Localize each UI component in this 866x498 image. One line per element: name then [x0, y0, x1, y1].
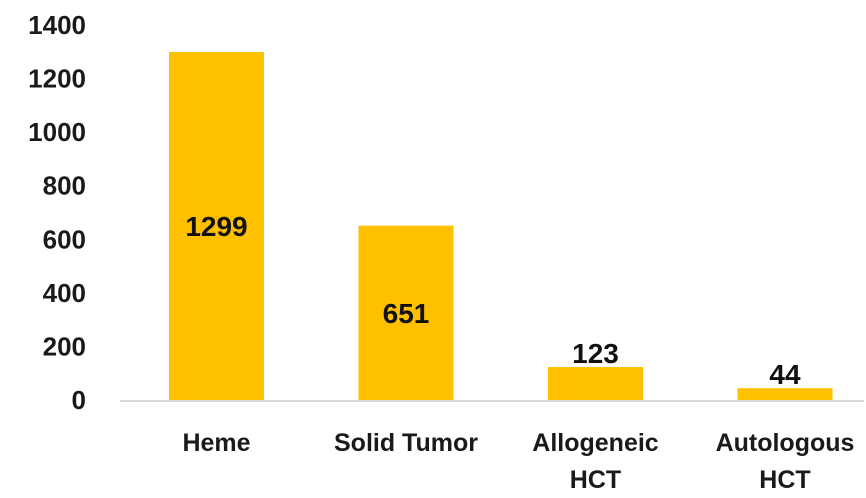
category-label-line: Allogeneic: [532, 429, 659, 457]
data-label: 123: [572, 338, 619, 369]
y-tick-label: 800: [43, 171, 86, 201]
category-label-line: HCT: [759, 466, 810, 494]
data-labels: 1299 651 123 44: [185, 211, 801, 390]
data-label: 651: [383, 298, 430, 329]
bar: [169, 52, 264, 401]
y-tick-label: 1200: [28, 64, 86, 94]
y-tick-label: 200: [43, 331, 86, 361]
data-label: 1299: [185, 211, 247, 242]
y-tick-label: 1400: [28, 10, 86, 40]
category-labels: Heme Solid Tumor Allogeneic HCT Autologous HC…: [182, 429, 854, 494]
y-axis-ticks: 0 200 400 600 800 1000 1200 1400: [28, 10, 86, 415]
category-label-line: HCT: [570, 466, 621, 494]
y-tick-label: 600: [43, 224, 86, 254]
bars: [169, 52, 833, 401]
bar: [737, 388, 833, 400]
category-label-line: Solid Tumor: [334, 429, 478, 457]
bar: [358, 225, 454, 400]
category-label: Heme: [182, 429, 250, 457]
data-label: 44: [769, 359, 801, 390]
category-label: Solid Tumor: [334, 429, 478, 457]
category-label: Allogeneic HCT: [532, 429, 659, 494]
y-tick-label: 400: [43, 278, 86, 308]
category-label-line: Heme: [182, 429, 250, 457]
y-tick-label: 1000: [28, 117, 86, 147]
bar: [548, 367, 643, 400]
y-tick-label: 0: [72, 385, 86, 415]
category-label-line: Autologous: [716, 429, 855, 457]
category-label: Autologous HCT: [716, 429, 855, 494]
